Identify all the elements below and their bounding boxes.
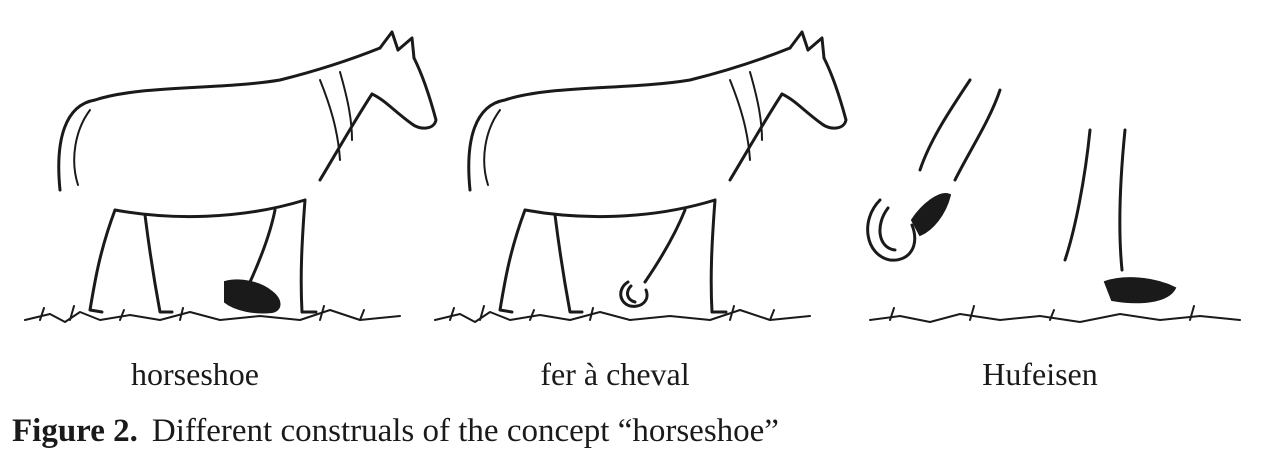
illustration-horse-with-shoe	[20, 20, 440, 350]
panel-label-fer-a-cheval: fer à cheval	[540, 356, 690, 392]
hooves-drawing	[866, 78, 1241, 323]
panel-label-hufeisen: Hufeisen	[982, 356, 1098, 392]
illustration-hooves-closeup	[850, 20, 1260, 350]
panel-label-horseshoe: horseshoe	[131, 356, 259, 392]
figure-caption-text: Different construals of the concept “hor…	[151, 413, 779, 449]
horse-drawing	[24, 30, 438, 323]
figure-caption: Figure 2. Different construals of the con…	[12, 410, 779, 452]
illustration-horse-with-horseshoe	[430, 20, 850, 350]
figure-number: Figure 2.	[12, 413, 138, 449]
horse-drawing	[434, 30, 848, 323]
